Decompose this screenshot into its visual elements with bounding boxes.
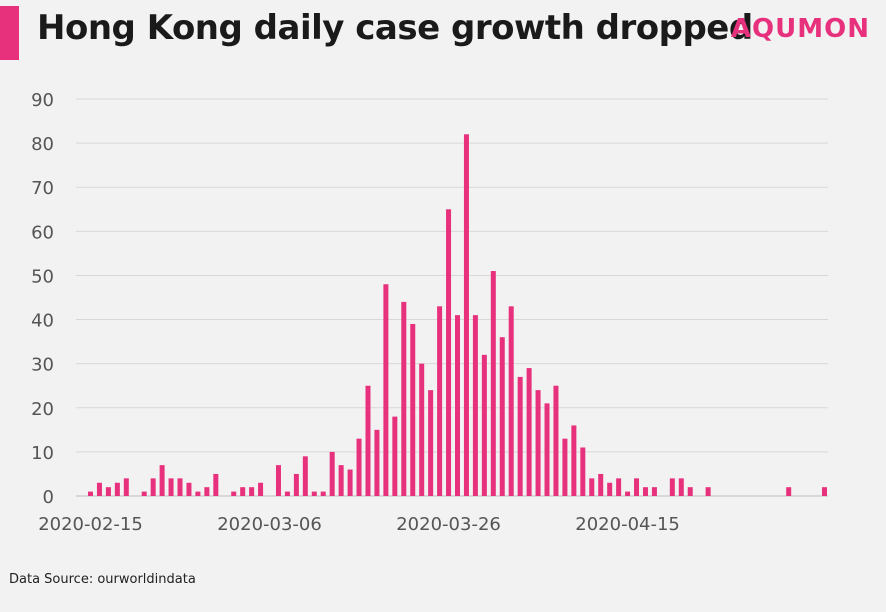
- gridlines: [76, 98, 828, 497]
- bar-2020-02-28: [204, 487, 210, 496]
- bar-2020-03-24: [428, 390, 434, 496]
- bar-2020-04-24: [705, 487, 711, 496]
- bar-2020-03-27: [455, 315, 460, 496]
- bar-2020-04-07: [553, 385, 559, 496]
- y-tick-label: 70: [31, 178, 54, 199]
- bar-2020-03-12: [320, 491, 326, 496]
- bar-2020-04-14: [616, 478, 622, 496]
- bar-2020-03-28: [463, 134, 469, 497]
- x-tick-label: 2020-04-15: [575, 514, 680, 535]
- bar-2020-03-20: [392, 416, 398, 496]
- bar-2020-04-10: [580, 447, 586, 496]
- bar-2020-04-02: [508, 306, 514, 496]
- brand-logo: AQUMON: [730, 14, 870, 44]
- x-tick-label: 2020-03-06: [217, 514, 322, 535]
- bar-2020-03-15: [347, 469, 353, 496]
- bar-2020-04-12: [598, 473, 604, 496]
- bar-2020-02-21: [141, 491, 147, 496]
- bar-2020-04-16: [634, 478, 640, 496]
- bar-2020-03-21: [401, 301, 407, 496]
- bar-2020-03-13: [329, 451, 335, 496]
- bar-2020-03-05: [258, 482, 264, 496]
- bar-2020-03-11: [311, 491, 317, 496]
- bar-2020-03-23: [419, 363, 425, 496]
- bar-2020-04-20: [669, 478, 675, 496]
- x-tick-label: 2020-02-15: [38, 514, 143, 535]
- bar-2020-03-03: [240, 487, 246, 496]
- bar-2020-03-10: [302, 456, 308, 496]
- bar-2020-04-04: [526, 368, 532, 496]
- bar-2020-03-18: [374, 429, 380, 496]
- bar-2020-03-04: [249, 487, 255, 496]
- accent-bar: [0, 6, 19, 60]
- bars: [88, 134, 827, 497]
- bar-2020-03-07: [275, 465, 281, 496]
- bar-2020-02-18: [114, 482, 120, 496]
- bar-2020-04-22: [687, 487, 693, 496]
- chart-title: Hong Kong daily case growth dropped: [37, 8, 753, 48]
- bar-2020-04-13: [607, 482, 613, 496]
- bar-2020-04-11: [589, 478, 595, 496]
- y-tick-label: 20: [31, 399, 54, 420]
- y-tick-label: 40: [31, 311, 54, 332]
- y-tick-label: 30: [31, 355, 54, 376]
- bar-2020-03-08: [284, 491, 290, 496]
- bar-2020-05-03: [786, 487, 792, 496]
- bar-2020-03-19: [383, 284, 389, 496]
- bar-2020-02-27: [195, 491, 201, 496]
- x-tick-label: 2020-03-26: [396, 514, 501, 535]
- bar-2020-03-30: [481, 354, 487, 496]
- bar-2020-04-21: [678, 478, 684, 496]
- y-tick-label: 0: [43, 487, 54, 508]
- bar-2020-03-17: [365, 385, 371, 496]
- bar-2020-03-02: [231, 491, 237, 496]
- data-source-note: Data Source: ourworldindata: [9, 572, 196, 587]
- bar-2020-04-18: [651, 487, 657, 496]
- bar-2020-03-14: [338, 465, 344, 496]
- bar-2020-04-05: [535, 390, 541, 496]
- bar-2020-04-17: [642, 487, 648, 496]
- bar-2020-04-06: [544, 403, 550, 496]
- bar-2020-02-22: [150, 478, 156, 496]
- bar-2020-02-15: [88, 491, 93, 496]
- bar-2020-02-25: [177, 478, 183, 496]
- bar-2020-02-16: [96, 482, 102, 496]
- bar-2020-03-25: [437, 306, 443, 496]
- bar-2020-03-09: [293, 473, 299, 496]
- y-tick-label: 90: [31, 90, 54, 111]
- y-tick-label: 10: [31, 443, 54, 464]
- bar-2020-05-07: [822, 487, 827, 496]
- bar-2020-04-08: [562, 438, 568, 496]
- bar-2020-03-26: [446, 209, 452, 496]
- bar-2020-02-23: [159, 465, 165, 496]
- bar-2020-02-17: [105, 487, 111, 496]
- bar-2020-03-29: [472, 315, 478, 496]
- y-tick-label: 80: [31, 134, 54, 155]
- y-axis-labels: 0 10 20 30 40 50 60 70 80 90: [31, 90, 54, 508]
- bar-2020-04-03: [517, 376, 523, 496]
- y-tick-label: 50: [31, 266, 54, 287]
- bar-2020-02-26: [186, 482, 192, 496]
- bar-2020-04-01: [499, 337, 505, 496]
- bar-2020-02-24: [168, 478, 174, 496]
- bar-2020-02-29: [213, 473, 219, 496]
- bar-2020-02-19: [123, 478, 129, 496]
- bar-2020-04-09: [571, 425, 577, 496]
- y-tick-label: 60: [31, 222, 54, 243]
- bar-2020-03-31: [490, 271, 496, 496]
- x-axis-labels: 2020-02-15 2020-03-06 2020-03-26 2020-04-15: [38, 514, 680, 535]
- bar-2020-04-15: [625, 491, 631, 496]
- bar-2020-03-22: [410, 323, 416, 496]
- bar-2020-03-16: [356, 438, 362, 496]
